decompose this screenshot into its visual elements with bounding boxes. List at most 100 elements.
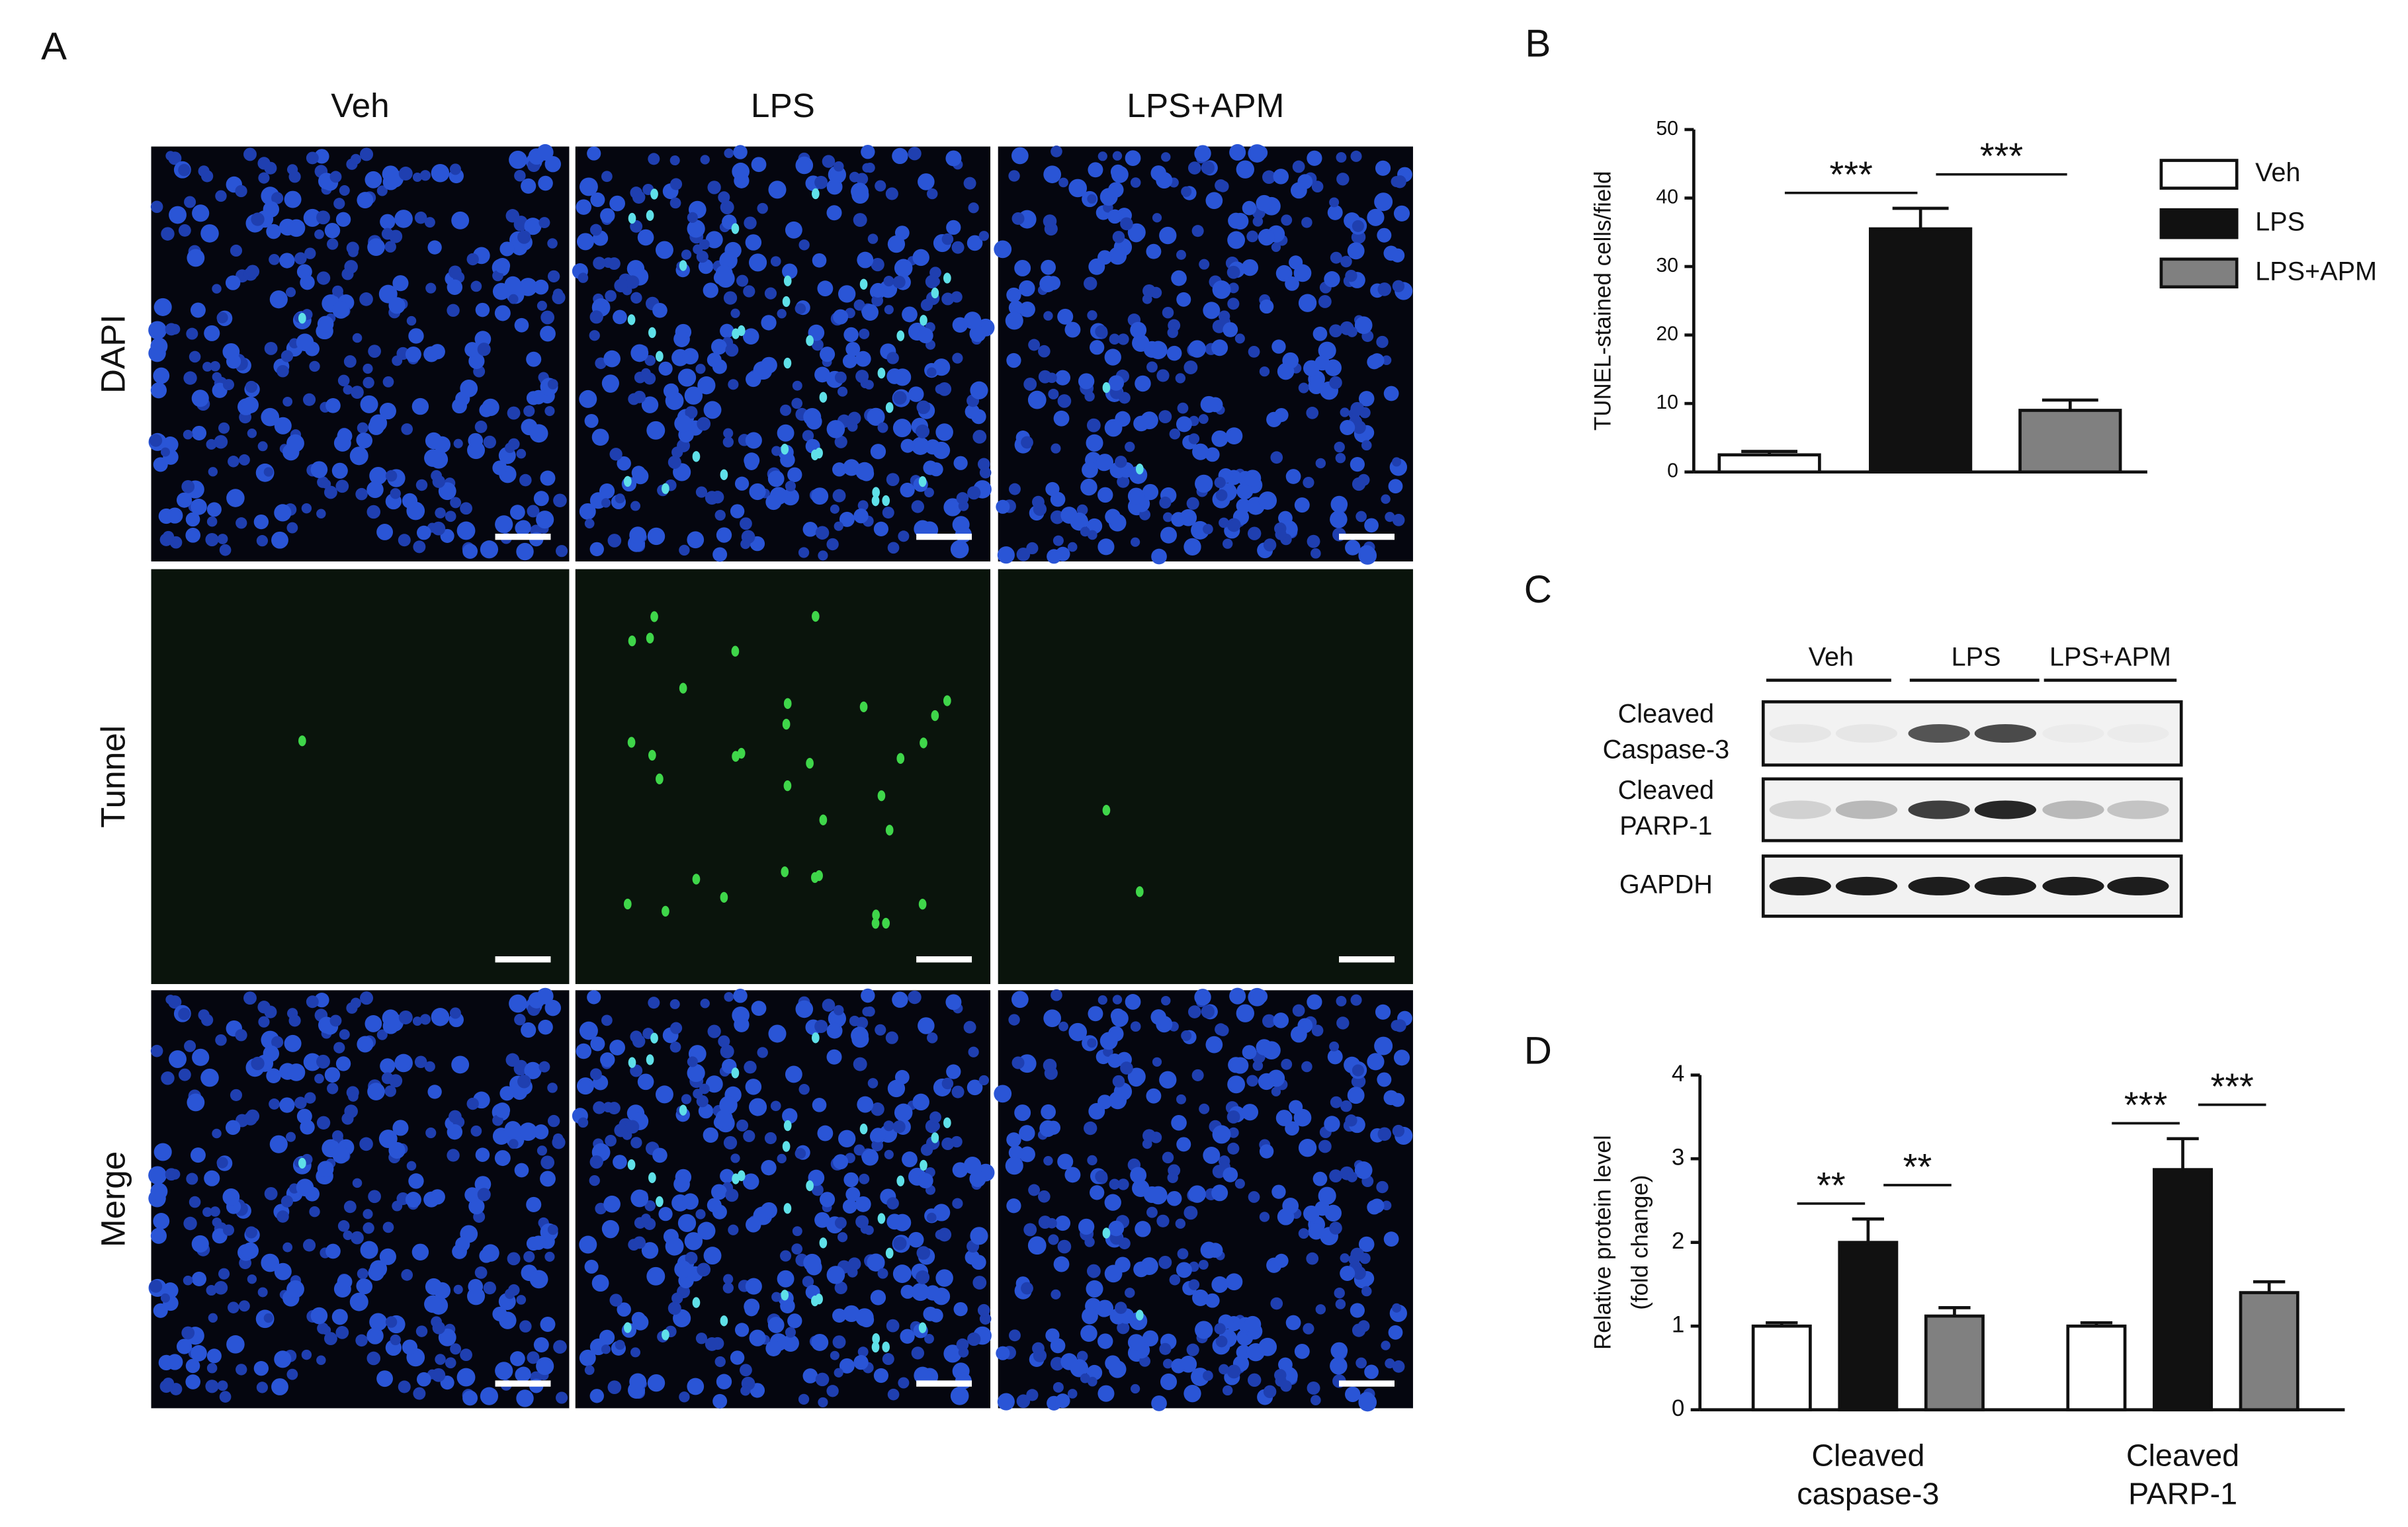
nucleus: [1285, 1121, 1299, 1136]
nucleus: [1234, 333, 1245, 344]
nucleus: [1212, 1125, 1231, 1144]
nucleus: [1271, 339, 1286, 354]
nucleus: [238, 454, 250, 466]
blot-band: [1835, 876, 1898, 895]
nucleus: [811, 1333, 829, 1351]
nucleus: [826, 1385, 839, 1397]
scale-bar: [916, 956, 972, 963]
nucleus: [941, 1137, 955, 1151]
nucleus: [544, 1251, 555, 1262]
significance-label: ***: [2211, 1065, 2254, 1107]
blot-band: [2107, 876, 2169, 895]
nucleus: [274, 1262, 292, 1280]
y-tick-label: 4: [1672, 1061, 1684, 1087]
nucleus: [187, 249, 205, 267]
nucleus: [1130, 1383, 1140, 1394]
nucleus: [703, 401, 722, 419]
nucleus: [1146, 361, 1158, 373]
tunel-positive-cell: [1102, 804, 1111, 816]
nucleus: [589, 1389, 604, 1403]
nucleus: [251, 1056, 265, 1071]
nucleus: [402, 1339, 418, 1355]
nucleus: [269, 1098, 280, 1110]
nucleus: [447, 304, 460, 317]
nucleus: [926, 1212, 937, 1223]
nucleus: [1392, 1303, 1402, 1313]
nucleus: [674, 415, 692, 433]
row-label: Merge: [94, 1151, 132, 1247]
nucleus: [363, 363, 373, 374]
nucleus: [1301, 1061, 1312, 1073]
nucleus: [507, 406, 521, 420]
nucleus: [853, 508, 869, 524]
nucleus: [697, 1262, 711, 1277]
nucleus: [745, 234, 762, 251]
nucleus: [873, 1368, 888, 1383]
nucleus: [1293, 1108, 1312, 1127]
nucleus: [553, 1340, 567, 1354]
nucleus: [212, 1128, 222, 1139]
nucleus: [445, 511, 456, 522]
nucleus: [795, 303, 806, 314]
nucleus: [1043, 1156, 1053, 1166]
nucleus: [822, 999, 836, 1012]
nucleus: [617, 456, 631, 471]
nucleus: [1393, 1050, 1410, 1066]
nucleus: [429, 1189, 445, 1205]
nucleus: [280, 350, 294, 362]
nucleus: [760, 356, 777, 374]
nucleus: [677, 1214, 697, 1233]
nucleus: [1381, 1200, 1392, 1211]
nucleus: [1180, 509, 1197, 526]
nucleus: [1248, 346, 1260, 358]
scale-bar: [916, 533, 972, 540]
nucleus: [1350, 456, 1365, 472]
nucleus: [826, 420, 845, 438]
nucleus: [408, 328, 424, 344]
nucleus: [728, 379, 739, 390]
nucleus: [1176, 249, 1186, 260]
nucleus: [1021, 1282, 1033, 1295]
nucleus: [1097, 250, 1113, 265]
nucleus: [1262, 1014, 1276, 1028]
nucleus: [803, 408, 822, 427]
tunel-positive-cell: [646, 632, 654, 644]
nucleus: [1055, 546, 1070, 561]
nucleus: [1312, 326, 1328, 341]
merged-positive-cell: [815, 447, 823, 459]
nucleus: [859, 328, 870, 339]
nucleus: [614, 278, 628, 293]
nucleus: [1058, 1021, 1068, 1032]
nucleus: [838, 285, 856, 303]
nucleus: [798, 1393, 810, 1405]
nucleus: [1150, 165, 1166, 181]
nucleus: [1345, 540, 1361, 556]
nucleus: [228, 456, 239, 468]
bar: [1717, 453, 1821, 474]
nucleus: [629, 526, 647, 544]
blot-band: [2107, 800, 2169, 819]
nucleus: [183, 429, 193, 440]
merged-positive-cell: [871, 1341, 880, 1353]
scale-bar: [495, 533, 551, 540]
nucleus: [424, 449, 442, 467]
nucleus: [1183, 1206, 1198, 1220]
nucleus: [1377, 282, 1392, 296]
nucleus: [742, 328, 759, 345]
nucleus: [1096, 1300, 1114, 1317]
nucleus: [288, 1014, 301, 1027]
nucleus: [1377, 1072, 1392, 1087]
nucleus: [168, 151, 182, 165]
nucleus: [782, 263, 798, 279]
nucleus: [1019, 1146, 1035, 1163]
nucleus: [1336, 995, 1347, 1007]
nucleus: [685, 1251, 698, 1264]
lane-label: LPS: [1952, 642, 2001, 671]
blot-band: [1769, 876, 1831, 895]
nucleus: [376, 1370, 394, 1387]
nucleus: [540, 470, 556, 486]
nucleus: [648, 153, 660, 165]
nucleus: [1312, 1171, 1328, 1186]
nucleus: [1078, 1218, 1095, 1235]
nucleus: [363, 376, 374, 389]
